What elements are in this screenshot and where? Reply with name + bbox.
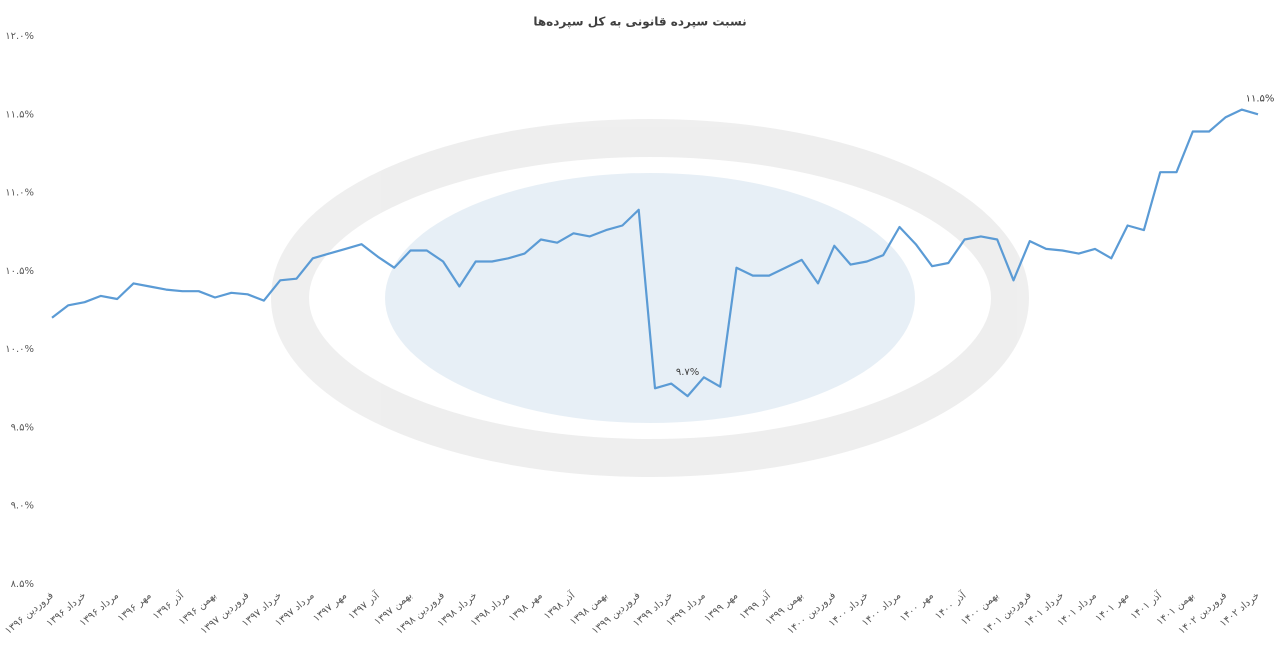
data-label: ۹.۷% <box>676 367 699 378</box>
data-label: ۱۱.۵% <box>1246 93 1275 104</box>
y-tick-label: ۱۲.۰% <box>5 31 34 42</box>
y-tick-label: ۸.۵% <box>11 579 34 590</box>
x-tick-label: مهر ۱۳۹۸ <box>507 590 545 624</box>
x-tick-label: فروردین ۱۳۹۶ <box>3 590 56 637</box>
line-series <box>51 108 1259 398</box>
x-tick-label: مهر ۱۳۹۹ <box>703 590 741 624</box>
chart-title: نسبت سپرده قانونی به کل سپرده‌ها <box>533 15 746 30</box>
watermark <box>271 119 1029 477</box>
y-tick-label: ۹.۵% <box>11 422 34 433</box>
y-tick-label: ۱۱.۰% <box>5 188 34 199</box>
x-tick-label: مهر ۱۴۰۱ <box>1094 590 1132 624</box>
x-tick-label: مهر ۱۳۹۷ <box>311 590 349 624</box>
watermark-ring <box>271 119 1029 477</box>
y-tick-label: ۱۱.۵% <box>5 109 34 120</box>
y-tick-label: ۱۰.۰% <box>5 344 34 355</box>
x-tick-label: مهر ۱۴۰۰ <box>898 590 936 624</box>
x-tick-label: مهر ۱۳۹۶ <box>116 590 154 624</box>
y-tick-label: ۱۰.۵% <box>5 266 34 277</box>
watermark-disc <box>385 173 915 423</box>
y-tick-label: ۹.۰% <box>11 501 34 512</box>
